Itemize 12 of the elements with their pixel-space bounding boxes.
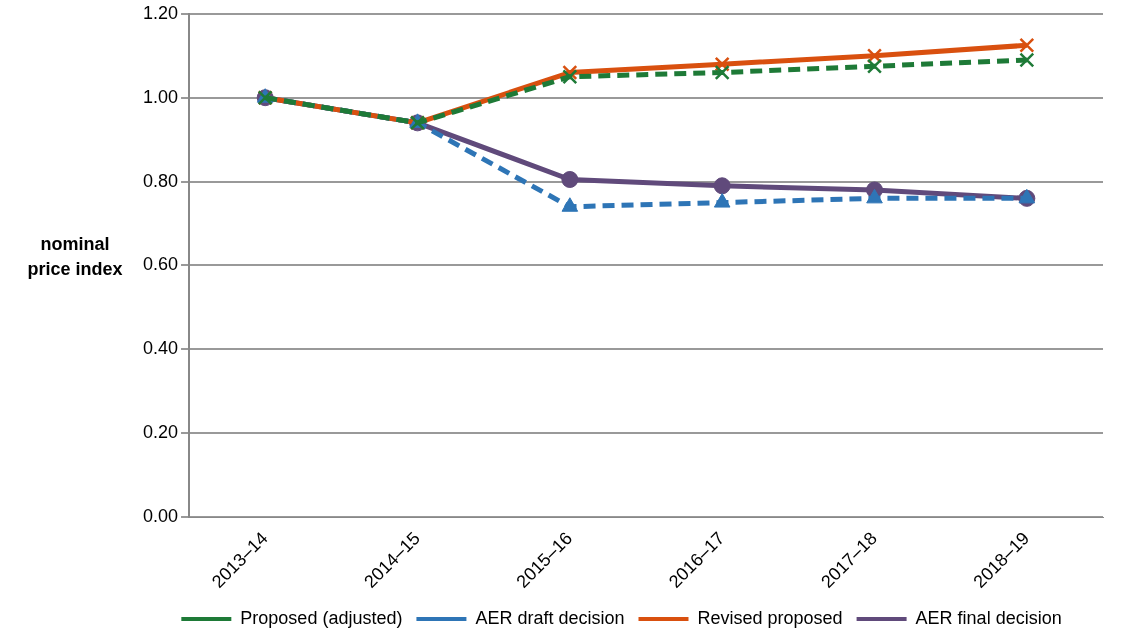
y-tick-label: 1.00 [142,86,179,107]
y-tick-label: 1.20 [142,2,179,23]
y-tick-label: 0.60 [142,254,179,275]
y-tick-label: 0.20 [142,422,179,443]
legend-label: AER draft decision [475,607,625,628]
legend-label: AER final decision [915,607,1062,628]
y-tick-label: 0.40 [142,338,179,359]
legend-label: Proposed (adjusted) [240,607,403,628]
y-tick-label: 0.80 [142,170,179,191]
y-tick-label: 0.00 [142,506,179,527]
legend-label: Revised proposed [697,607,843,628]
y-axis-title: nominal price index [26,233,124,281]
